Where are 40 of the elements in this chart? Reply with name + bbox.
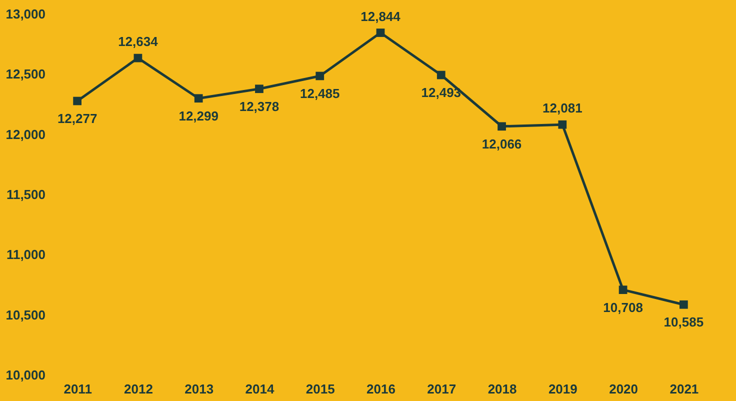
point: [134, 54, 142, 62]
x-tick-label: 2019: [548, 382, 578, 396]
point: [376, 28, 385, 37]
point: [618, 286, 628, 294]
x-tick-label: 2016: [366, 382, 396, 396]
x-tick-label: 2014: [245, 382, 275, 396]
x-tick-label: 2021: [670, 382, 699, 396]
x-tick-label: 2020: [609, 382, 638, 396]
y-tick-label: 11,500: [6, 187, 46, 202]
data-label: 12,485: [300, 86, 340, 101]
x-tick-label: 2015: [306, 382, 335, 396]
data-label: 12,634: [118, 34, 159, 50]
data-label: 12,066: [482, 136, 522, 152]
y-tick-label: 11,000: [6, 247, 46, 262]
data-label: 12,493: [421, 85, 462, 100]
x-tick-label: 2018: [488, 382, 517, 396]
y-tick-label: 12,000: [6, 126, 46, 142]
data-label: 10,708: [603, 300, 643, 315]
data-label: 12,378: [239, 98, 280, 114]
point: [255, 84, 264, 94]
point: [73, 96, 82, 106]
x-tick-label: 2017: [427, 382, 456, 396]
point: [436, 70, 446, 80]
y-tick-label: 12,500: [6, 66, 46, 82]
y-tick-label: 10,000: [6, 368, 46, 382]
data-label: 12,081: [542, 100, 582, 116]
point: [558, 120, 567, 129]
y-tick-label: 13,000: [6, 6, 46, 22]
data-label: 12,299: [178, 108, 218, 124]
point: [680, 300, 688, 309]
x-tick-label: 2012: [124, 382, 153, 396]
point: [316, 72, 324, 80]
data-label: 12,277: [57, 111, 98, 126]
x-tick-label: 2011: [64, 382, 92, 396]
y-tick-label: 10,500: [6, 307, 46, 322]
data-label: 10,585: [664, 314, 704, 330]
data-label: 12,844: [360, 8, 402, 24]
x-tick-label: 2013: [184, 382, 214, 396]
point: [498, 122, 506, 131]
point: [194, 94, 203, 103]
